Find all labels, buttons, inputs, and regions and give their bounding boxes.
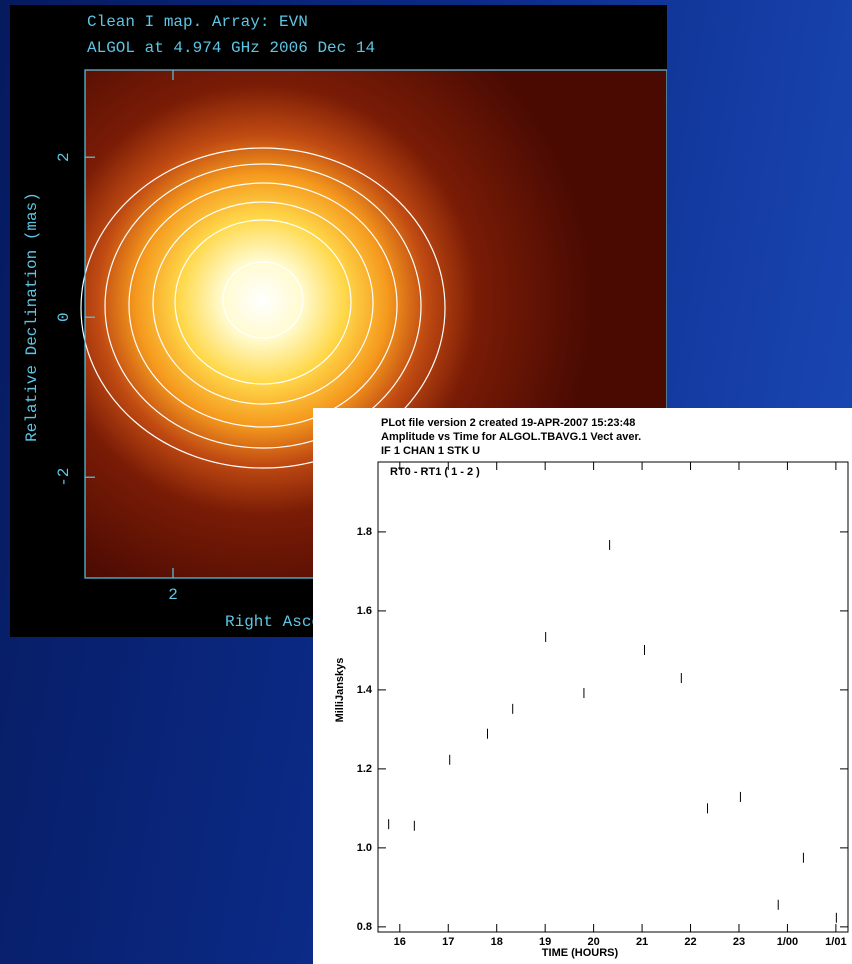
x-tick-label: 23 (733, 936, 745, 948)
slide-canvas: Clean I map. Array: EVN ALGOL at 4.974 G… (0, 0, 852, 964)
y-tick-label: -2 (55, 468, 73, 487)
x-tick-label: 1/01 (825, 936, 846, 948)
x-tick-label: 1/00 (777, 936, 798, 948)
map-subtitle: ALGOL at 4.974 GHz 2006 Dec 14 (87, 39, 375, 57)
plot-subtitle: Amplitude vs Time for ALGOL.TBAVG.1 Vect… (381, 431, 641, 443)
x-tick-label: 21 (636, 936, 648, 948)
slide: {"chart_data": [ {"type": "image", "titl… (0, 0, 852, 964)
map-title: Clean I map. Array: EVN (87, 13, 308, 31)
x-tick-label: 17 (442, 936, 454, 948)
plot-background (313, 408, 852, 964)
y-tick-label: 1.0 (357, 842, 372, 854)
x-tick-label: 20 (587, 936, 599, 948)
map-y-label: Relative Declination (mas) (23, 192, 41, 442)
x-tick-label: 19 (539, 936, 551, 948)
y-tick-label: 1.4 (357, 684, 373, 696)
x-tick-label: 22 (684, 936, 696, 948)
y-tick-label: 1.2 (357, 763, 372, 775)
plot-y-label: MilliJanskys (334, 658, 346, 723)
y-tick-label: 1.8 (357, 526, 372, 538)
x-tick-label: 2 (168, 586, 178, 604)
x-tick-label: 16 (394, 936, 406, 948)
y-tick-label: 0 (55, 312, 73, 322)
y-tick-label: 0.8 (357, 921, 372, 933)
plot-x-label: TIME (HOURS) (542, 947, 619, 959)
plot-title: PLot file version 2 created 19-APR-2007 … (381, 417, 635, 429)
baseline-annotation: RT0 - RT1 ( 1 - 2 ) (390, 466, 480, 478)
y-tick-label: 1.6 (357, 605, 372, 617)
plot-panel: PLot file version 2 created 19-APR-2007 … (313, 408, 852, 964)
plot-header: IF 1 CHAN 1 STK U (381, 445, 480, 457)
y-tick-label: 2 (55, 152, 73, 162)
x-tick-label: 18 (491, 936, 503, 948)
